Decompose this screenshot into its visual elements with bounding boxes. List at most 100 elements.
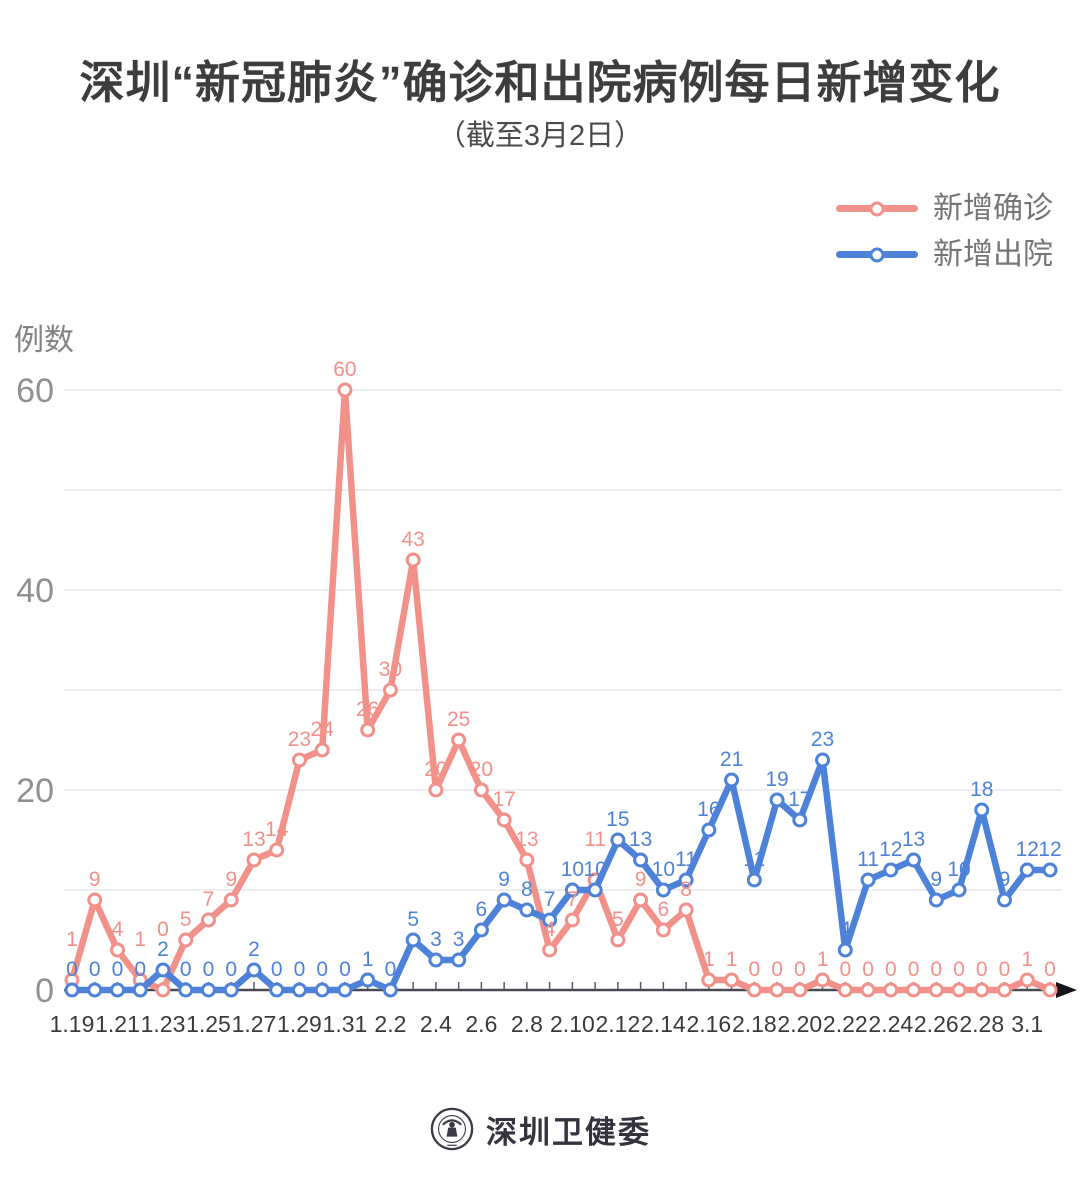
svg-text:1.25: 1.25 [186,1011,231,1037]
svg-text:2.18: 2.18 [732,1011,777,1037]
svg-text:11: 11 [743,848,765,871]
svg-text:10: 10 [583,858,606,881]
svg-text:2.24: 2.24 [868,1011,913,1037]
svg-text:60: 60 [16,372,54,410]
svg-text:2.28: 2.28 [959,1011,1004,1037]
svg-text:0: 0 [771,958,783,981]
svg-text:0: 0 [794,958,806,981]
shenzhen-health-commission-logo [430,1107,474,1151]
y-axis-unit-label: 例数 [14,324,74,357]
legend-marker-icon [869,247,885,262]
svg-text:21: 21 [720,748,743,771]
svg-text:9: 9 [89,868,101,891]
svg-text:0: 0 [157,918,169,941]
svg-text:26: 26 [356,698,379,721]
svg-text:8: 8 [680,878,692,901]
svg-text:9: 9 [635,868,647,891]
svg-text:0: 0 [339,958,351,981]
axis-arrow-icon [1056,982,1077,998]
svg-text:4: 4 [839,918,851,941]
svg-text:0: 0 [66,958,78,981]
svg-text:0: 0 [294,958,306,981]
svg-text:0: 0 [1044,958,1056,981]
svg-text:4: 4 [112,918,124,941]
svg-text:6: 6 [476,898,488,921]
svg-text:3: 3 [430,928,442,951]
svg-text:0: 0 [976,958,988,981]
legend-label-discharged: 新增出院 [933,238,1053,271]
svg-text:1.31: 1.31 [323,1011,368,1037]
svg-text:1: 1 [817,948,829,971]
chart-legend: 新增确诊 新增出院 [836,192,1053,271]
svg-text:0: 0 [180,958,192,981]
page-subtitle: （截至3月2日） [436,120,644,152]
svg-text:24: 24 [311,718,335,741]
svg-text:1.27: 1.27 [232,1011,277,1037]
svg-text:1.29: 1.29 [277,1011,322,1037]
svg-text:0: 0 [908,958,920,981]
svg-text:7: 7 [544,888,556,911]
legend-line-icon [836,201,918,216]
svg-text:0: 0 [316,958,328,981]
svg-text:7: 7 [203,888,215,911]
legend-item-confirmed[interactable]: 新增确诊 [836,192,1053,225]
svg-text:9: 9 [225,868,237,891]
svg-text:11: 11 [857,848,879,871]
svg-text:1.19: 1.19 [50,1011,95,1037]
page-title: 深圳“新冠肺炎”确诊和出院病例每日新增变化 [79,57,1001,108]
svg-text:9: 9 [930,868,942,891]
series-confirmed [64,382,1058,998]
svg-text:0: 0 [862,958,874,981]
svg-text:2.22: 2.22 [823,1011,868,1037]
svg-text:1: 1 [362,948,374,971]
svg-text:13: 13 [515,828,538,851]
svg-text:10: 10 [561,858,584,881]
svg-text:4: 4 [544,918,556,941]
svg-text:5: 5 [180,908,192,931]
y-axis: 0 20 40 60 [16,372,54,1010]
svg-text:0: 0 [35,972,54,1010]
svg-text:17: 17 [788,788,811,811]
svg-text:3: 3 [453,928,465,951]
svg-text:0: 0 [225,958,237,981]
svg-text:20: 20 [16,772,54,810]
svg-text:2.14: 2.14 [641,1011,686,1037]
legend-label-confirmed: 新增确诊 [933,192,1053,225]
svg-text:0: 0 [748,958,760,981]
svg-text:0: 0 [203,958,215,981]
svg-text:40: 40 [16,572,54,610]
svg-text:0: 0 [271,958,283,981]
legend-line-icon [836,247,918,262]
svg-text:8: 8 [521,878,533,901]
svg-text:20: 20 [424,758,447,781]
svg-text:11: 11 [584,828,606,851]
svg-text:0: 0 [839,958,851,981]
svg-text:9: 9 [498,868,510,891]
svg-text:60: 60 [333,358,356,381]
svg-text:1.21: 1.21 [95,1011,140,1037]
svg-text:0: 0 [999,958,1011,981]
svg-text:1: 1 [703,948,715,971]
svg-text:5: 5 [612,908,624,931]
svg-text:1: 1 [726,948,738,971]
svg-text:0: 0 [89,958,101,981]
svg-text:43: 43 [401,528,424,551]
svg-text:25: 25 [447,708,470,731]
svg-text:10: 10 [947,858,970,881]
svg-text:0: 0 [930,958,942,981]
svg-text:14: 14 [265,818,289,841]
footer-org-name: 深圳卫健委 [486,1114,651,1150]
svg-text:12: 12 [879,838,902,861]
svg-text:2.2: 2.2 [374,1011,406,1037]
svg-text:7: 7 [567,888,579,911]
legend-marker-icon [869,201,885,216]
legend-item-discharged[interactable]: 新增出院 [836,238,1053,271]
svg-text:2.12: 2.12 [595,1011,640,1037]
svg-text:18: 18 [970,778,993,801]
svg-text:3.1: 3.1 [1011,1011,1043,1037]
svg-text:2.26: 2.26 [914,1011,959,1037]
svg-text:2.4: 2.4 [420,1011,452,1037]
series-discharged [64,752,1058,998]
svg-text:0: 0 [885,958,897,981]
